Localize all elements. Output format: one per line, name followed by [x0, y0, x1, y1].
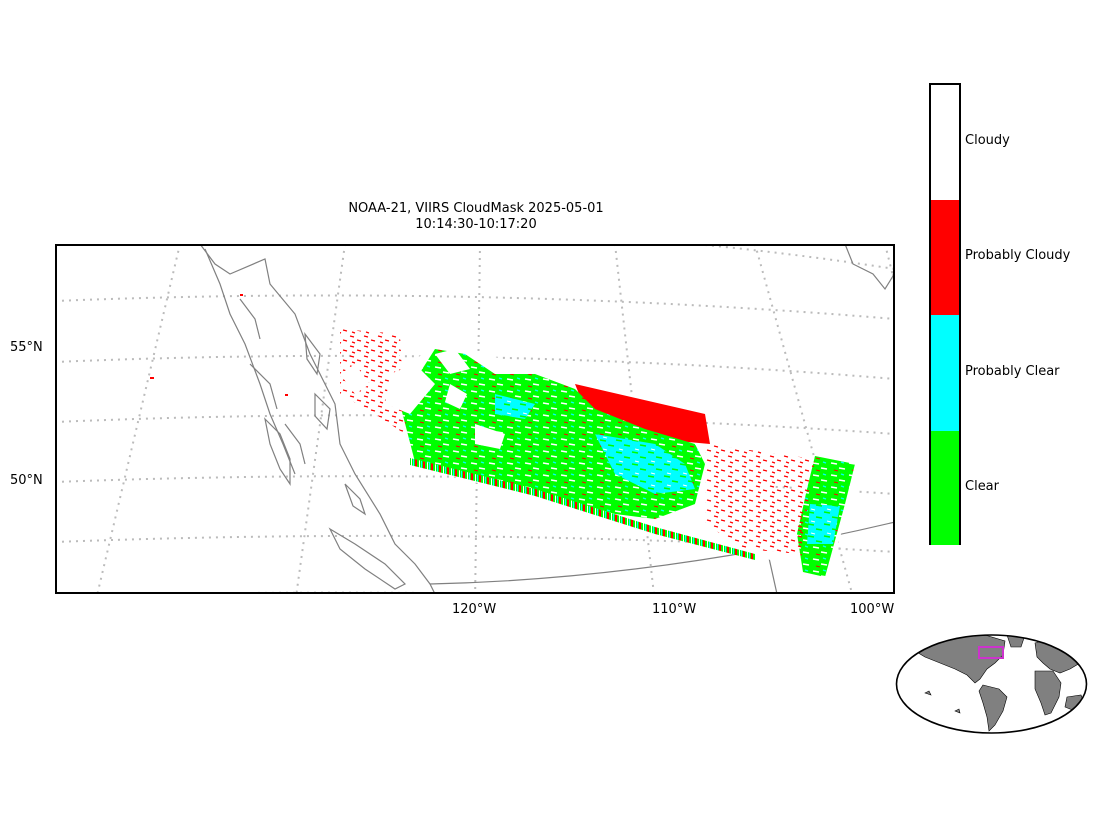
- coastline: [199, 244, 895, 594]
- colorbar-label-probably-cloudy: Probably Cloudy: [965, 248, 1071, 263]
- swath-cloudmask: [340, 324, 860, 580]
- colorbar-probably-clear-swatch: [931, 315, 959, 431]
- main-map: [55, 244, 895, 594]
- colorbar-label-cloudy: Cloudy: [965, 133, 1010, 148]
- inset-world-map: [895, 634, 1088, 734]
- colorbar-clear-swatch: [931, 431, 959, 545]
- colorbar-label-probably-clear: Probably Clear: [965, 364, 1060, 379]
- isolated-specks: [150, 294, 288, 396]
- lat-label-50: 50°N: [10, 473, 43, 488]
- colorbar: [929, 83, 961, 545]
- inset-outline: [895, 634, 1088, 734]
- title-line-2: 10:14:30-10:17:20: [415, 217, 537, 232]
- lon-label-110w: 110°W: [652, 602, 697, 617]
- lon-label-120w: 120°W: [452, 602, 497, 617]
- graticule-meridians: [96, 244, 895, 594]
- map-title: NOAA-21, VIIRS CloudMask 2025-05-01 10:1…: [276, 201, 676, 233]
- title-line-1: NOAA-21, VIIRS CloudMask 2025-05-01: [348, 201, 604, 216]
- colorbar-label-clear: Clear: [965, 479, 999, 494]
- colorbar-probably-cloudy-swatch: [931, 200, 959, 315]
- inset-region-box: [978, 646, 1004, 659]
- lon-label-100w: 100°W: [850, 602, 895, 617]
- colorbar-cloudy-swatch: [931, 85, 959, 200]
- map-border: [55, 244, 895, 594]
- lat-label-55: 55°N: [10, 340, 43, 355]
